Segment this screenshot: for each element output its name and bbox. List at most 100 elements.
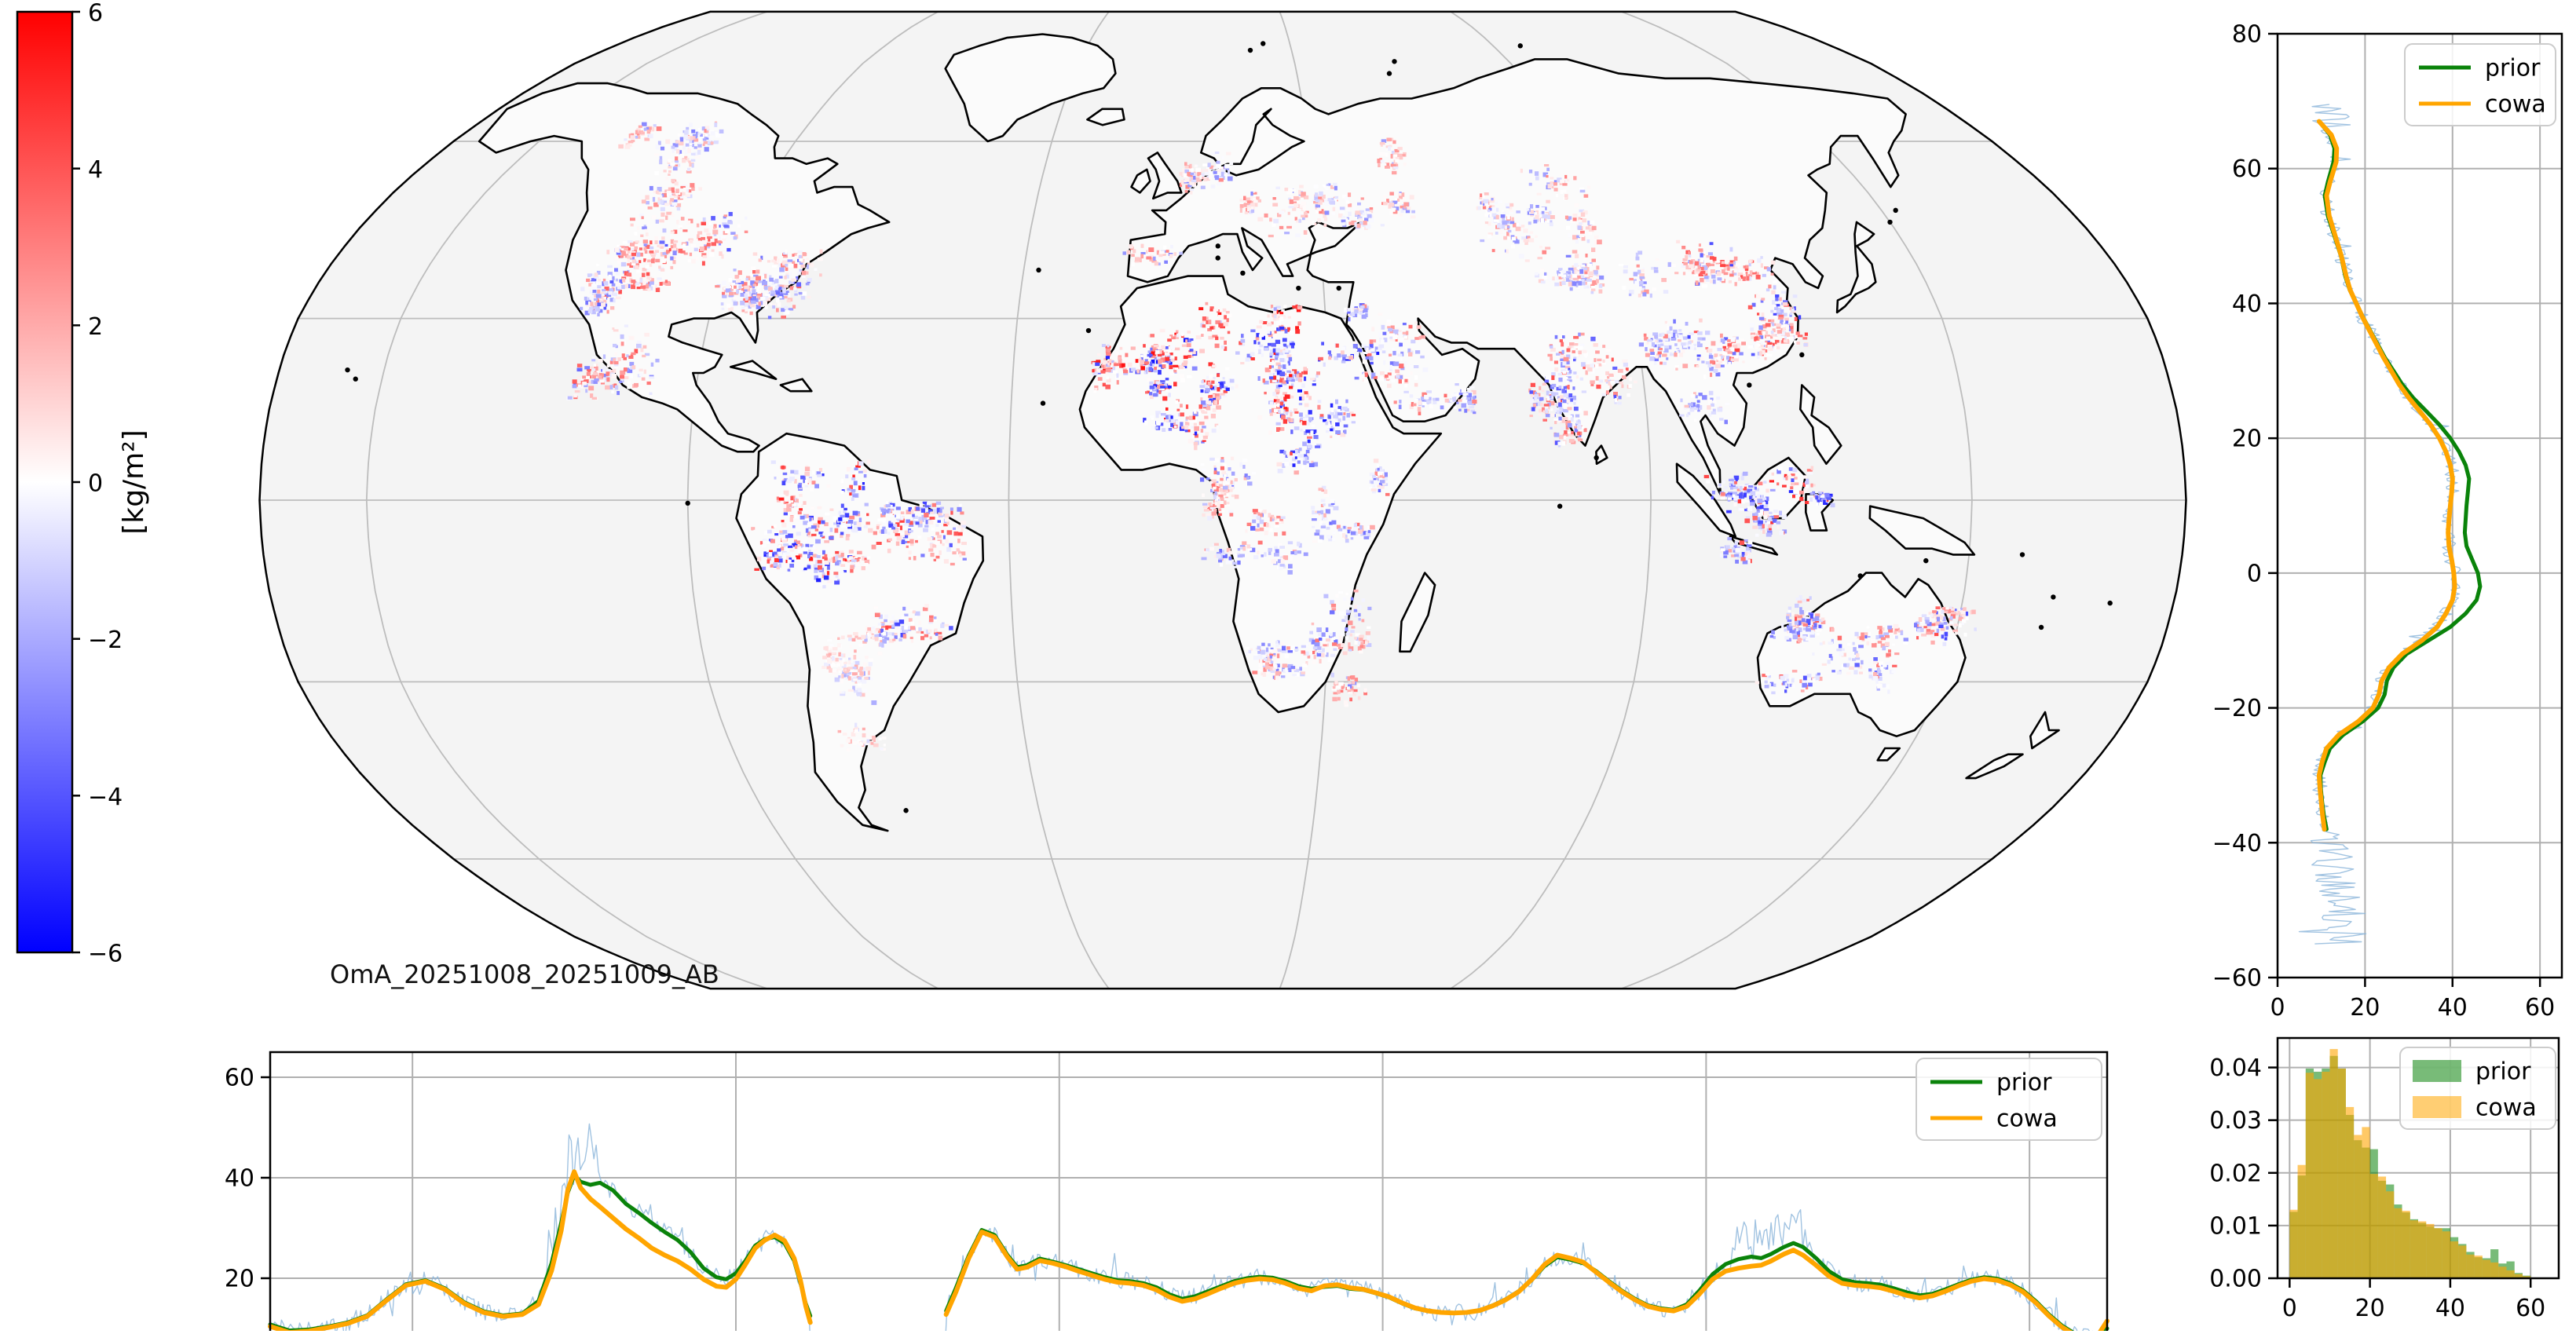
oma-speck [1235,478,1238,481]
oma-speck [642,216,644,219]
oma-speck [841,553,844,557]
oma-speck [603,354,606,359]
oma-speck [798,272,801,276]
oma-speck [1762,274,1766,277]
oma-speck [1293,196,1299,200]
oma-speck [582,382,587,386]
oma-speck [794,470,799,475]
oma-speck [1348,192,1351,197]
oma-speck [679,154,684,159]
oma-speck [1766,331,1768,336]
oma-speck [1216,161,1220,165]
oma-speck [850,670,853,672]
oma-speck [1316,371,1320,375]
oma-speck [902,539,906,544]
oma-speck [1697,331,1703,335]
oma-speck [957,507,961,512]
oma-speck [598,375,602,378]
oma-speck [605,386,610,390]
oma-speck [785,535,789,538]
oma-speck [786,504,789,508]
oma-speck [1698,248,1703,251]
oma-speck [1220,466,1224,470]
oma-speck [785,497,789,502]
oma-speck [1492,214,1497,217]
oma-speck [1165,408,1169,411]
oma-speck [1245,647,1250,650]
oma-speck [1275,348,1280,353]
oma-speck [1752,303,1756,307]
oma-speck [1289,386,1293,389]
oma-speck [1636,257,1640,261]
oma-speck [631,353,635,356]
oma-speck [1342,407,1348,411]
oma-speck [1106,356,1110,359]
oma-speck [782,289,785,294]
oma-speck [1279,546,1285,549]
oma-speck [644,128,647,131]
oma-speck [864,563,869,566]
oma-speck [1103,360,1108,364]
oma-speck [1297,550,1301,554]
oma-speck [846,524,851,527]
oma-speck [906,546,909,548]
oma-speck [1250,330,1255,333]
oma-speck [1266,523,1269,527]
oma-speck [1374,459,1378,462]
oma-speck [1566,225,1570,229]
oma-speck [849,550,854,553]
oma-speck [1182,169,1185,172]
oma-speck [817,471,821,473]
oma-speck [1768,320,1771,322]
oma-speck [1570,287,1573,291]
island-dot [1518,43,1523,48]
oma-speck [613,361,618,364]
oma-speck [929,616,934,619]
oma-speck [1221,553,1226,555]
oma-speck [953,532,958,535]
oma-speck [936,556,940,559]
oma-speck [1325,355,1327,358]
oma-speck [1208,503,1211,506]
oma-speck [1776,323,1781,326]
oma-speck [1289,206,1294,208]
oma-speck [1318,400,1322,403]
oma-speck [845,678,847,681]
oma-speck [1254,350,1258,354]
oma-speck [651,363,654,367]
oma-speck [1771,291,1775,294]
oma-speck [621,262,627,267]
oma-speck [838,730,842,733]
oma-speck [792,305,796,309]
oma-speck [1222,510,1225,513]
oma-speck [1301,650,1306,653]
oma-speck [675,156,678,160]
oma-speck [796,532,801,535]
oma-speck [1576,272,1579,276]
oma-speck [1581,265,1585,267]
oma-speck [643,239,648,243]
oma-speck [1199,385,1205,388]
oma-speck [1195,165,1197,167]
oma-speck [957,525,961,528]
oma-speck [765,306,768,309]
oma-speck [1291,345,1294,348]
oma-speck [1341,365,1346,367]
island-dot [1799,353,1804,357]
oma-speck [1273,375,1276,379]
oma-speck [1215,152,1220,154]
oma-speck [1209,395,1213,398]
oma-speck [767,260,770,262]
oma-speck [847,488,851,491]
oma-speck [1230,379,1235,383]
oma-speck [1261,554,1264,557]
oma-speck [1228,170,1230,174]
oma-speck [883,519,886,522]
oma-speck [1180,422,1183,426]
oma-speck [1768,285,1771,289]
oma-speck [776,298,780,303]
oma-speck [1150,362,1152,367]
oma-speck [1221,172,1224,177]
oma-speck [615,353,617,356]
oma-speck [1337,697,1341,701]
